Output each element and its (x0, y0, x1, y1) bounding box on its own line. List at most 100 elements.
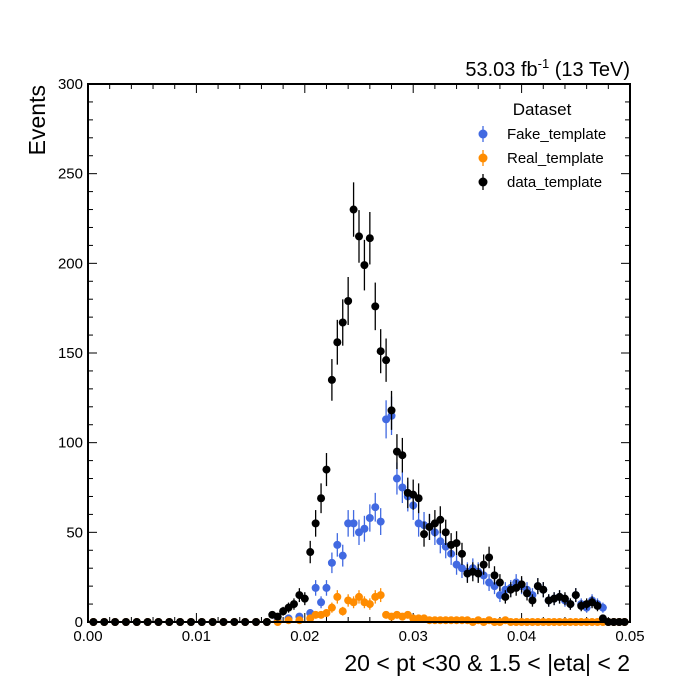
data-point (317, 494, 326, 503)
data-point (376, 347, 385, 356)
data-point (495, 578, 504, 587)
data-point (571, 591, 580, 600)
legend-label: Real_template (507, 150, 604, 167)
data-point (349, 519, 358, 528)
legend-label: data_template (507, 174, 602, 191)
data-point (382, 356, 391, 365)
data-point (376, 591, 385, 600)
data-point (365, 513, 374, 522)
data-point (317, 598, 326, 607)
data-point (365, 234, 374, 243)
data-series (89, 182, 629, 626)
data-point (295, 616, 304, 625)
data-point (322, 583, 331, 592)
plot-frame (87, 83, 631, 623)
data-point (273, 612, 282, 621)
data-point (376, 517, 385, 526)
data-point (338, 318, 347, 327)
data-point (414, 494, 423, 503)
data-point (392, 474, 401, 483)
x-tick-label: 0.02 (290, 628, 319, 645)
legend-marker (478, 177, 488, 187)
y-tick-label: 200 (58, 255, 83, 272)
legend: Dataset Fake_template Real_template data_t… (478, 100, 606, 191)
y-tick-label: 250 (58, 166, 83, 183)
data-point (306, 548, 315, 557)
data-point (349, 598, 358, 607)
data-point (485, 553, 494, 562)
data-point (420, 530, 429, 539)
data-point (311, 583, 320, 592)
data-point (523, 589, 532, 598)
data-point (436, 537, 445, 546)
data-point (322, 609, 331, 618)
data-point (338, 607, 347, 616)
data-point (322, 465, 331, 474)
legend-entries: Fake_template Real_template data_template (478, 126, 606, 191)
data-point (436, 515, 445, 524)
data-point (398, 451, 407, 460)
data-point (327, 375, 336, 384)
legend-entry: data_template (478, 174, 602, 191)
data-point (539, 585, 548, 594)
data-point (398, 483, 407, 492)
x-axis-label: 20 < pt <30 & 1.5 < |eta| < 2 (344, 650, 630, 676)
data-point (360, 524, 369, 533)
data-point (452, 539, 461, 548)
data-point (311, 519, 320, 528)
lumi-energy: (13 TeV) (549, 59, 630, 81)
data-point (371, 503, 380, 512)
y-tick-label: 0 (75, 614, 83, 631)
data-point (344, 296, 353, 305)
legend-marker (478, 153, 488, 163)
y-tick-label: 300 (58, 76, 83, 93)
data-point (560, 594, 569, 603)
data-point (474, 569, 483, 578)
legend-marker (478, 129, 488, 139)
x-tick-label: 0.04 (507, 628, 536, 645)
series-data-template (89, 182, 629, 626)
lumi-label: 53.03 fb-1 (13 TeV) (465, 56, 630, 81)
data-point (365, 600, 374, 609)
data-point (457, 549, 466, 558)
data-point (371, 302, 380, 311)
data-point (355, 592, 363, 601)
y-axis-label: Events (24, 85, 50, 155)
lumi-exponent: -1 (538, 56, 550, 71)
x-tick-label: 0.00 (73, 628, 102, 645)
data-point (490, 571, 499, 580)
data-point (441, 528, 450, 537)
data-point (355, 232, 363, 241)
legend-label: Fake_template (507, 126, 606, 143)
legend-entry: Fake_template (478, 126, 606, 143)
lumi-value: 53.03 fb (465, 59, 537, 81)
x-tick-label: 0.05 (615, 628, 644, 645)
data-point (360, 261, 369, 270)
x-tick-label: 0.01 (182, 628, 211, 645)
legend-title: Dataset (513, 100, 572, 119)
data-point (387, 406, 396, 415)
data-point (566, 600, 575, 609)
x-tick-label: 0.03 (399, 628, 428, 645)
data-point (284, 616, 293, 625)
y-tick-label: 50 (66, 524, 83, 541)
data-point (338, 551, 347, 560)
tick-labels: 0.00 0.01 0.02 0.03 0.04 0.05 0 50 100 150 200 250 3… (58, 76, 645, 645)
data-point (517, 580, 526, 589)
data-point (289, 600, 298, 609)
data-point (593, 601, 602, 610)
data-point (300, 594, 309, 603)
data-point (333, 540, 342, 549)
data-point (501, 592, 510, 601)
legend-entry: Real_template (478, 150, 604, 167)
data-point (349, 205, 358, 214)
data-point (333, 592, 342, 601)
data-point (528, 596, 537, 605)
y-tick-label: 100 (58, 435, 83, 452)
data-point (333, 338, 342, 347)
data-point (327, 603, 336, 612)
data-point (327, 558, 336, 567)
y-tick-label: 150 (58, 345, 83, 362)
data-point (479, 560, 488, 569)
